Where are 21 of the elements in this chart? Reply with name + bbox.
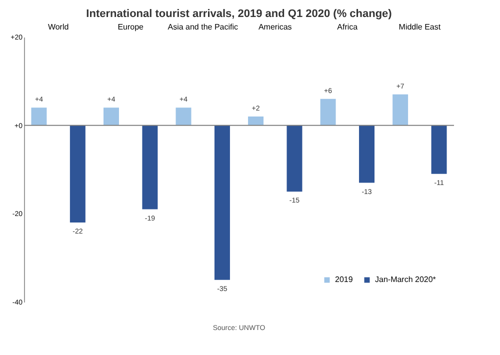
bar <box>286 125 302 192</box>
bar <box>320 98 336 126</box>
bar <box>392 94 408 126</box>
bar <box>70 125 86 222</box>
x-tick-label: Europe <box>118 22 144 32</box>
bar <box>248 116 264 126</box>
chart-title: International tourist arrivals, 2019 and Q1 2020 (% change) <box>86 8 392 20</box>
x-tick-label: World <box>48 22 69 32</box>
x-tick-label: Americas <box>258 22 292 32</box>
bar <box>359 125 375 183</box>
bar <box>176 108 192 126</box>
bar <box>103 108 119 126</box>
x-tick-label: Africa <box>337 22 358 32</box>
bar <box>142 125 158 210</box>
x-tick-label: Asia and the Pacific <box>168 22 238 32</box>
legend-label: 2019 <box>335 275 354 284</box>
bar <box>214 125 230 280</box>
legend-label: Jan-March 2020* <box>375 275 436 284</box>
bar <box>431 125 447 174</box>
x-tick-label: Middle East <box>398 22 442 32</box>
bar <box>31 108 47 126</box>
